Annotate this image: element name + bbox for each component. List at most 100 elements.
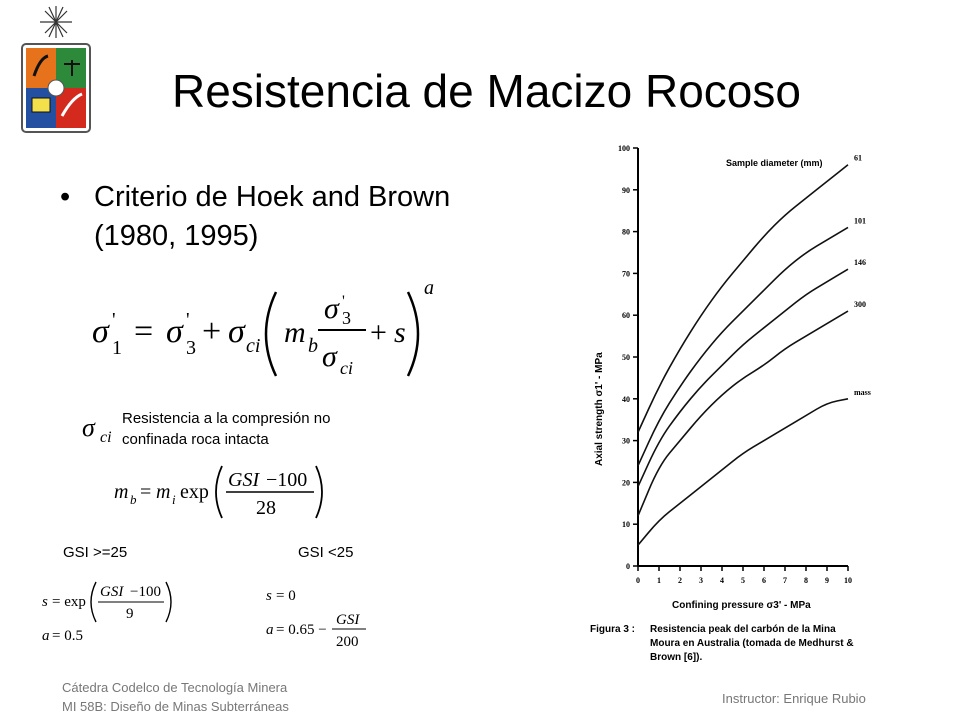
svg-text:GSI: GSI [336, 612, 360, 628]
svg-text:3: 3 [342, 308, 351, 328]
axial-strength-chart: 0 10 20 30 40 50 60 70 80 90 100 0 1 2 3 4 5 6 7 8 9 10 61 101… [594, 144, 871, 611]
y-tick-label: 0 [626, 562, 630, 571]
x-tick-label: 9 [825, 576, 829, 585]
y-tick-label: 100 [618, 144, 630, 153]
svg-text:s: s [394, 316, 406, 349]
svg-text:−100: −100 [266, 469, 307, 491]
y-tick-label: 80 [622, 228, 630, 237]
svg-text:σ: σ [166, 313, 184, 350]
svg-text:a: a [266, 622, 274, 638]
sigma-ci-note-line2: confinada roca intacta [122, 431, 269, 448]
svg-text:ci: ci [100, 429, 112, 446]
svg-text:+: + [202, 313, 221, 350]
sigma-ci-note: Resistencia a la compresión no confinada… [122, 408, 330, 450]
slide-title: Resistencia de Macizo Rocoso [172, 65, 801, 117]
svg-text:= exp: = exp [52, 594, 86, 610]
caption-label: Figura 3 : [590, 624, 636, 635]
caption-text: Resistencia peak del carbón de la Mina M… [650, 623, 910, 665]
svg-text:28: 28 [256, 497, 276, 519]
caption-line: Brown [6]). [650, 652, 703, 663]
svg-text:9: 9 [126, 606, 134, 622]
svg-text:GSI: GSI [100, 584, 124, 600]
y-tick-label: 90 [622, 186, 630, 195]
svg-text:=: = [140, 481, 151, 503]
y-tick-label: 70 [622, 269, 630, 278]
y-tick-label: 50 [622, 353, 630, 362]
series-line-mass [637, 398, 849, 546]
svg-text:σ: σ [228, 313, 246, 350]
bullet-text: Criterio de Hoek and Brown (1980, 1995) [94, 181, 451, 252]
caption-line: Resistencia peak del carbón de la Mina [650, 624, 836, 635]
svg-text:ci: ci [340, 358, 353, 378]
y-axis-label: Axial strength σ1' - MPa [594, 352, 605, 466]
svg-text:1: 1 [112, 337, 122, 359]
x-tick-label: 1 [657, 576, 661, 585]
svg-text:s: s [42, 594, 48, 610]
svg-text:m: m [284, 316, 306, 349]
svg-text:σ: σ [92, 313, 110, 350]
y-tick-label: 10 [622, 520, 630, 529]
svg-text:a: a [424, 278, 434, 299]
x-tick-label: 2 [678, 576, 682, 585]
svg-text:ci: ci [246, 335, 260, 357]
x-tick-label: 4 [720, 576, 724, 585]
star-icon [40, 6, 72, 38]
series-label: 146 [854, 258, 866, 267]
sigma-ci-note-line1: Resistencia a la compresión no [122, 410, 331, 427]
svg-text:exp: exp [180, 481, 209, 503]
y-tick-label: 40 [622, 395, 630, 404]
footer-instructor: Instructor: Enrique Rubio [722, 691, 866, 706]
svg-text:GSI: GSI [228, 469, 260, 491]
series-line-146 [637, 268, 849, 487]
svg-text:200: 200 [336, 634, 359, 650]
footer-left: Cátedra Codelco de Tecnología Minera MI … [62, 678, 289, 716]
footer-course: Cátedra Codelco de Tecnología Minera [62, 680, 288, 695]
svg-text:b: b [308, 335, 318, 357]
svg-text:m: m [156, 481, 170, 503]
gsi-lt-25-label: GSI <25 [298, 544, 354, 561]
svg-text:b: b [130, 492, 137, 507]
svg-text:3: 3 [186, 337, 196, 359]
s-formula-gsi-ge-25: s = exp GSI −100 9 a = 0.5 [42, 581, 172, 644]
x-axis-label: Confining pressure σ3' - MPa [672, 600, 811, 611]
svg-text:': ' [112, 309, 116, 331]
svg-text:+: + [370, 316, 387, 349]
svg-text:a: a [42, 628, 50, 644]
university-logo [21, 6, 91, 133]
x-tick-label: 10 [844, 576, 852, 585]
svg-text:': ' [342, 293, 345, 310]
svg-text:s: s [266, 588, 272, 604]
y-tick-label: 20 [622, 478, 630, 487]
s-formula-gsi-lt-25: s = 0 a = 0.65 − GSI 200 [266, 588, 366, 650]
sigma-ci-symbol: σ ci [82, 413, 112, 446]
gsi-ge-25-label: GSI >=25 [63, 544, 128, 561]
x-tick-label: 7 [783, 576, 787, 585]
y-tick-label: 30 [622, 437, 630, 446]
svg-text:σ: σ [82, 413, 96, 442]
svg-text:σ: σ [324, 292, 340, 325]
x-tick-label: 6 [762, 576, 766, 585]
series-line-101 [637, 226, 849, 467]
footer-subject: MI 58B: Diseño de Minas Subterráneas [62, 699, 289, 714]
series-label: mass [854, 388, 871, 397]
series-label: 61 [854, 154, 862, 163]
svg-text:': ' [186, 309, 190, 331]
svg-text:=: = [134, 313, 153, 350]
svg-text:= 0.65 −: = 0.65 − [276, 622, 327, 638]
y-tick-label: 60 [622, 311, 630, 320]
svg-text:= 0: = 0 [276, 588, 296, 604]
series-label: 300 [854, 300, 866, 309]
svg-text:−100: −100 [130, 584, 161, 600]
x-tick-label: 5 [741, 576, 745, 585]
x-tick-label: 8 [804, 576, 808, 585]
x-tick-label: 3 [699, 576, 703, 585]
svg-text:σ: σ [322, 340, 338, 373]
series-label: 101 [854, 216, 866, 225]
x-tick-label: 0 [636, 576, 640, 585]
svg-text:i: i [172, 492, 176, 507]
caption-line: Moura en Australia (tomada de Medhurst & [650, 638, 854, 649]
svg-text:= 0.5: = 0.5 [52, 628, 83, 644]
svg-text:m: m [114, 481, 128, 503]
